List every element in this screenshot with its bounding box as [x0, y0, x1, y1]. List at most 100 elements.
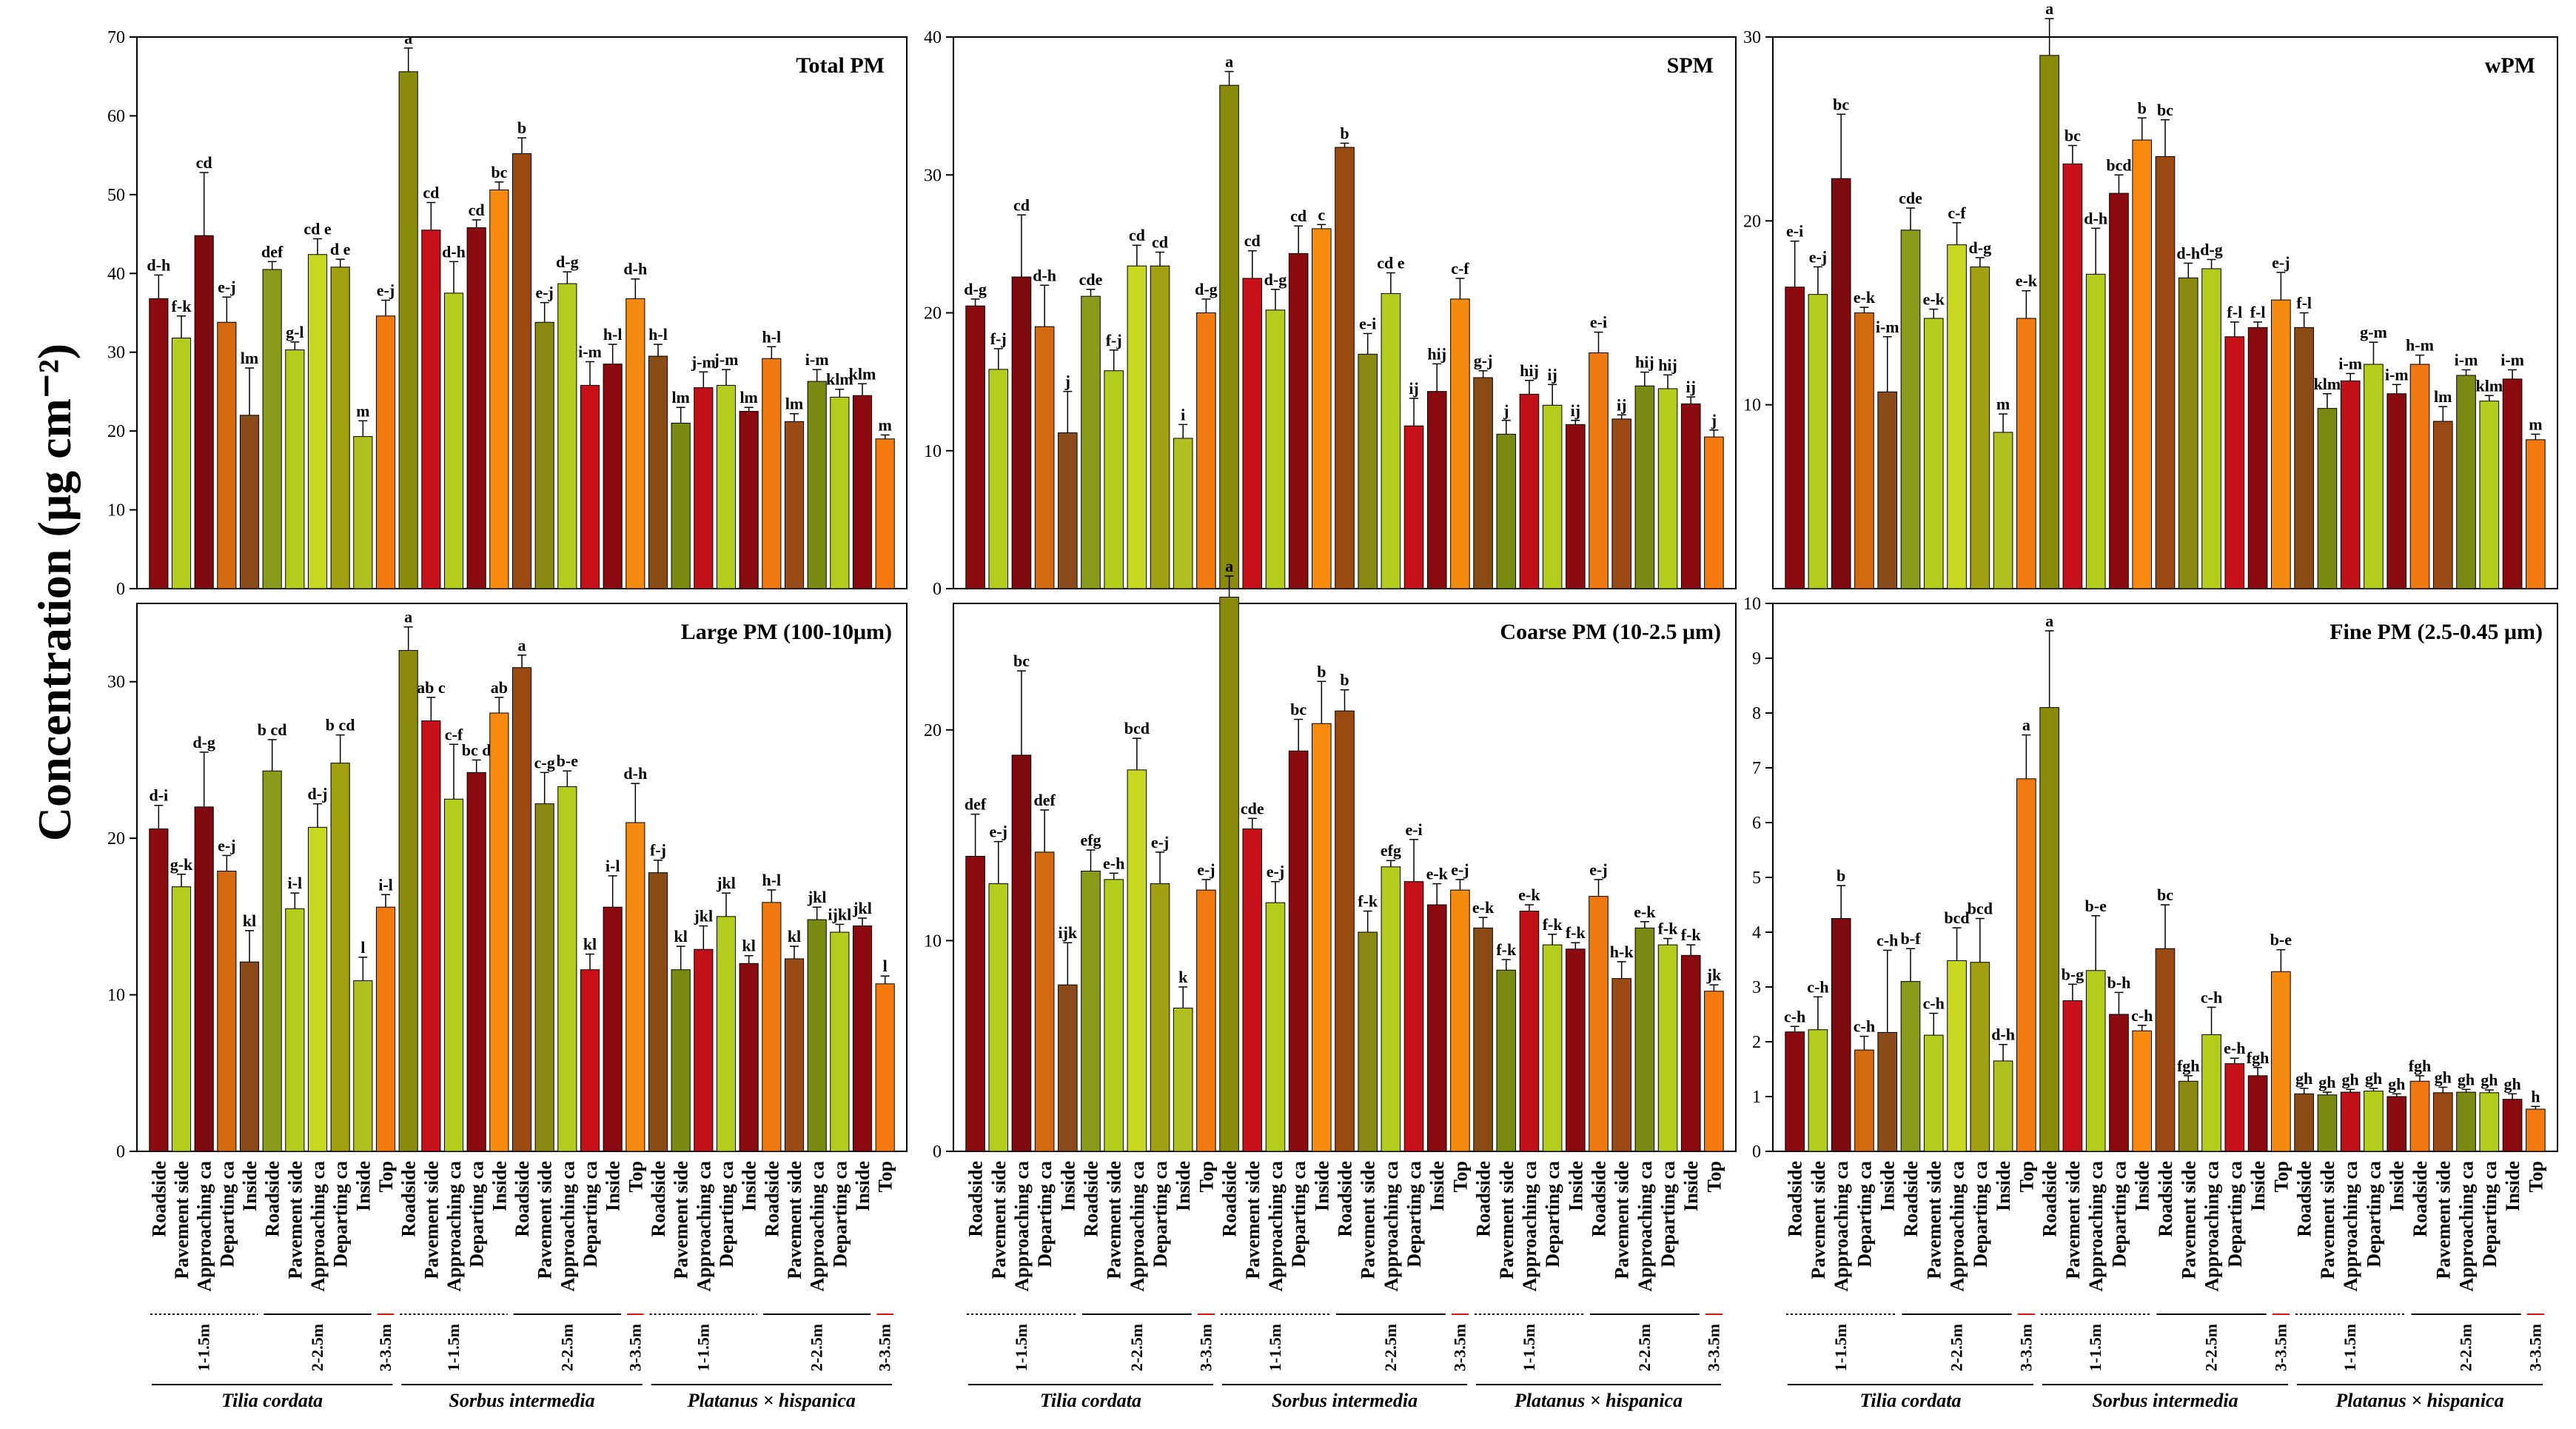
bar — [2526, 1108, 2546, 1152]
significance-letter: a — [404, 608, 412, 626]
bar — [1854, 312, 1874, 589]
significance-letter: h — [2531, 1087, 2540, 1105]
significance-letter: b — [2138, 98, 2147, 117]
x-axis-column-1: Roadside Pavement side Approaching ca Depar… — [148, 1161, 896, 1411]
bar — [1877, 1031, 1898, 1152]
x-tick-label: Inside — [239, 1161, 261, 1211]
significance-letter: c-h — [1784, 1007, 1805, 1025]
bar — [1993, 1060, 2013, 1152]
bar — [1900, 981, 1921, 1152]
significance-letter: h-m — [2406, 336, 2434, 355]
bar — [694, 948, 714, 1152]
x-tick-label: Roadside — [965, 1161, 987, 1237]
x-tick-label: Inside — [1877, 1161, 1899, 1211]
significance-letter: d-j — [308, 785, 328, 803]
significance-letter: b — [1340, 671, 1349, 689]
bar — [1219, 84, 1239, 589]
x-tick-label: Pavement side — [534, 1161, 556, 1279]
bar — [1312, 723, 1332, 1152]
x-tick-label: Departing ca — [1288, 1161, 1309, 1268]
significance-letter: b-e — [557, 752, 579, 770]
significance-letter: cde — [1079, 270, 1103, 289]
x-tick-label: Roadside — [2155, 1161, 2176, 1237]
bar — [1242, 278, 1263, 589]
panel-3: 102030e-ie-jbce-ki-mcdee-kc-fd-gme-kabcd… — [1743, 0, 2558, 589]
bar — [239, 961, 260, 1152]
significance-letter: f-k — [172, 297, 192, 315]
significance-letter: m — [2529, 415, 2542, 433]
bar — [1589, 352, 1609, 589]
x-tick-label: Approaching ca — [194, 1161, 215, 1292]
significance-letter: a — [518, 636, 526, 655]
significance-letter: bc — [1290, 700, 1307, 719]
bar — [1808, 294, 1828, 589]
height-group-label: 2-2.5m — [308, 1324, 326, 1371]
significance-letter: c-h — [2131, 1006, 2153, 1025]
bar — [307, 826, 328, 1152]
significance-letter: f-l — [2296, 294, 2312, 312]
bar — [784, 958, 805, 1152]
x-tick-label: Pavement side — [1242, 1161, 1264, 1279]
x-tick-label: Pavement side — [284, 1161, 306, 1279]
bar — [1058, 984, 1078, 1152]
bar — [1680, 403, 1701, 589]
height-group-label: 3-3.5m — [2016, 1324, 2035, 1371]
bar — [1970, 962, 1990, 1152]
bar — [2340, 380, 2361, 589]
x-tick-label: Approaching ca — [1011, 1161, 1033, 1292]
x-tick-label: Top — [1449, 1161, 1471, 1192]
height-group-label: 2-2.5m — [1635, 1324, 1654, 1371]
x-tick-label: Approaching ca — [2340, 1161, 2361, 1292]
height-group-label: 3-3.5m — [376, 1324, 395, 1371]
significance-letter: e-j — [1589, 860, 1607, 879]
significance-letter: klm — [2475, 376, 2503, 395]
bar — [1265, 902, 1286, 1152]
bar — [716, 916, 737, 1152]
bar — [466, 772, 486, 1152]
significance-letter: i — [1181, 405, 1185, 424]
significance-letter: cde — [1899, 189, 1922, 207]
significance-letter: b-g — [2062, 965, 2084, 983]
significance-letter: e-k — [1472, 898, 1495, 917]
significance-letter: a — [404, 29, 412, 47]
height-group-label: 2-2.5m — [808, 1324, 826, 1371]
significance-letter: d-g — [1195, 280, 1218, 298]
x-axis-category-labels: Roadside Pavement side Approaching ca Depar… — [148, 1161, 2546, 1411]
x-tick-label: Departing ca — [216, 1161, 238, 1268]
y-tick-label: 20 — [924, 304, 942, 324]
significance-letter: f-j — [650, 841, 666, 860]
significance-letter: d-g — [1264, 270, 1287, 289]
significance-letter: b-f — [1901, 929, 1922, 948]
significance-letter: bc — [491, 163, 507, 181]
significance-letter: bc — [2065, 127, 2081, 145]
significance-letter: g-l — [286, 323, 303, 341]
x-tick-label: Departing ca — [1034, 1161, 1056, 1268]
significance-letter: cd — [196, 153, 212, 172]
bar — [557, 283, 577, 589]
significance-letter: kl — [583, 935, 597, 954]
significance-letter: ij — [1686, 378, 1696, 396]
bar — [375, 315, 396, 589]
significance-letter: d-h — [623, 260, 647, 278]
bar — [603, 364, 623, 589]
bar — [648, 355, 668, 589]
significance-letter: i-m — [2385, 365, 2409, 384]
significance-letter: c-g — [534, 753, 555, 772]
bar — [2456, 1091, 2476, 1152]
y-tick-label: 20 — [1743, 212, 1761, 231]
significance-letter: gh — [2342, 1070, 2359, 1088]
bar — [1970, 266, 1990, 589]
bar — [2387, 1096, 2407, 1152]
bar — [1081, 870, 1101, 1152]
bar — [1704, 436, 1724, 589]
significance-letter: e-k — [2016, 272, 2038, 290]
significance-letter: e-i — [1405, 820, 1422, 839]
significance-letter: e-j — [990, 823, 1007, 841]
x-tick-label: Departing ca — [580, 1161, 601, 1268]
bar — [466, 227, 486, 589]
bar — [489, 189, 509, 589]
significance-letter: kl — [742, 937, 755, 955]
bar — [2432, 1092, 2453, 1152]
significance-letter: g-j — [1474, 352, 1493, 370]
